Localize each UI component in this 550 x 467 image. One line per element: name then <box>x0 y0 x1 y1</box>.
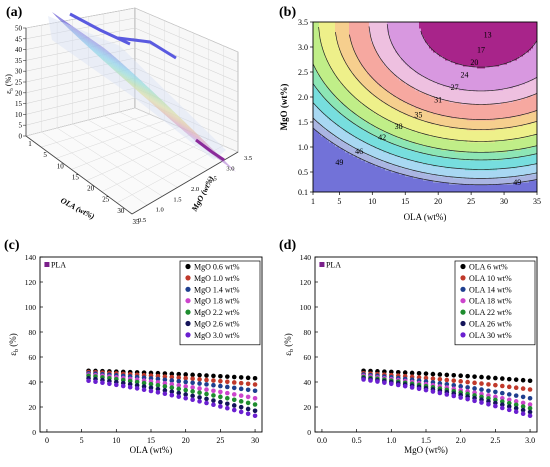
panel-label: (a) <box>6 5 23 20</box>
x-tick-label: 30 <box>117 207 125 215</box>
panel-label: (b) <box>279 5 296 20</box>
z-tick-label: 10 <box>15 111 23 119</box>
z-tick-label: 30 <box>15 68 23 76</box>
y-tick-label: 3.5 <box>244 155 252 162</box>
z-tick-label: 25 <box>15 79 23 87</box>
y-tick-label: 1.0 <box>156 207 164 214</box>
z-tick-label: 45 <box>15 35 23 43</box>
z-tick-label: 5 <box>19 122 23 130</box>
z-tick-label: 20 <box>15 89 23 97</box>
y-tick-label: 3.0 <box>226 165 234 172</box>
x-axis-label: OLA (wt%) <box>59 196 96 222</box>
z-tick-label: 40 <box>15 46 23 54</box>
x-tick-label: 10 <box>57 162 65 170</box>
z-tick-label: 15 <box>15 100 23 108</box>
x-tick-label: 20 <box>87 185 95 193</box>
x-tick-label: 25 <box>102 196 110 204</box>
z-axis-label-text: εb (%) <box>4 74 15 94</box>
y-tick-label: 0.5 <box>138 217 146 224</box>
x-tick-label: 5 <box>43 151 47 159</box>
x-tick-label: 1 <box>28 140 32 148</box>
y-axis-label: MgO (wt%) <box>189 174 216 213</box>
x-tick-label: 15 <box>72 173 80 181</box>
z-tick-label: 0 <box>19 133 23 141</box>
z-axis-label: εb (%) <box>4 74 15 94</box>
z-label-unit: (%) <box>4 74 13 88</box>
z-tick-label: 35 <box>15 57 23 65</box>
y-tick-label: 1.5 <box>173 196 181 203</box>
z-tick-label: 50 <box>15 25 23 33</box>
